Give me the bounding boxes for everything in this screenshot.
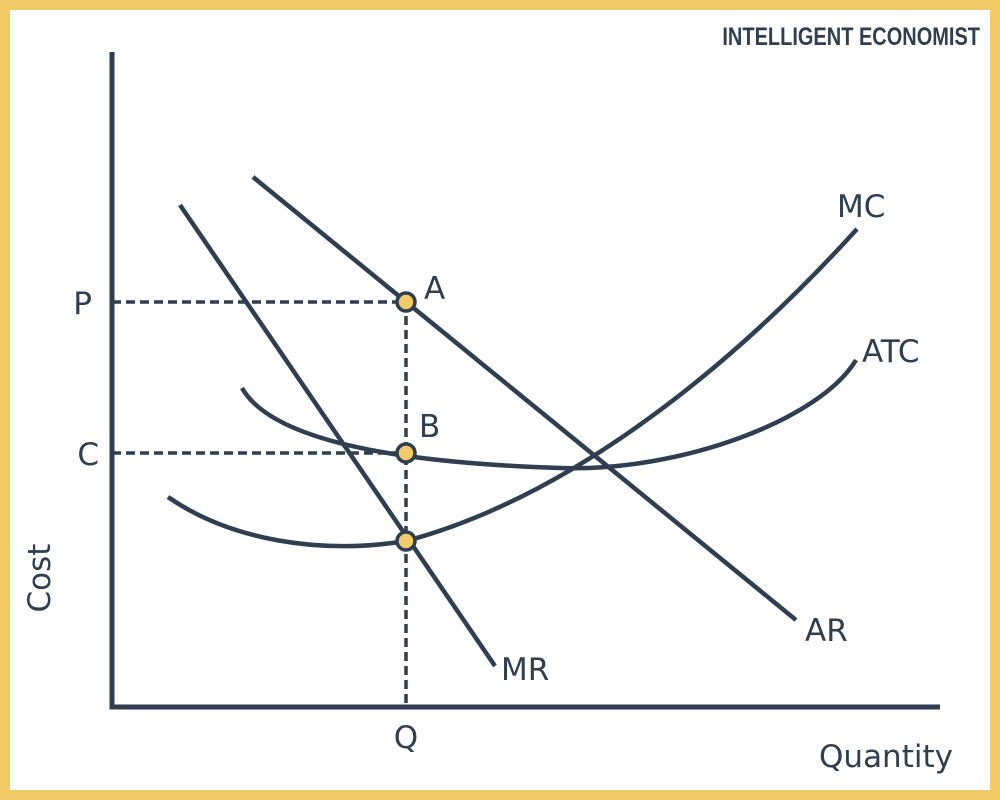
mc-curve-label: MC bbox=[837, 189, 885, 225]
mr-curve-label: MR bbox=[501, 652, 549, 688]
axes bbox=[109, 52, 940, 710]
x-tick-q: Q bbox=[394, 720, 418, 756]
mc-mr-intersection-marker bbox=[395, 530, 417, 552]
brand-logo-text: INTELLIGENT ECONOMIST bbox=[722, 23, 980, 51]
x-axis-label: Quantity bbox=[819, 739, 953, 775]
y-tick-p: P bbox=[73, 286, 92, 322]
mr-curve bbox=[178, 203, 497, 668]
atc-curve-label: ATC bbox=[862, 334, 920, 370]
point-b-label: B bbox=[419, 409, 440, 445]
point-a-marker bbox=[395, 291, 417, 313]
point-a-label: A bbox=[424, 271, 445, 307]
mc-curve bbox=[166, 227, 859, 549]
y-axis-label: Cost bbox=[22, 544, 58, 613]
y-tick-c: C bbox=[77, 437, 99, 473]
atc-curve bbox=[240, 358, 858, 471]
ar-curve-label: AR bbox=[805, 613, 848, 649]
point-b-marker bbox=[395, 442, 417, 464]
ar-curve bbox=[251, 175, 798, 622]
